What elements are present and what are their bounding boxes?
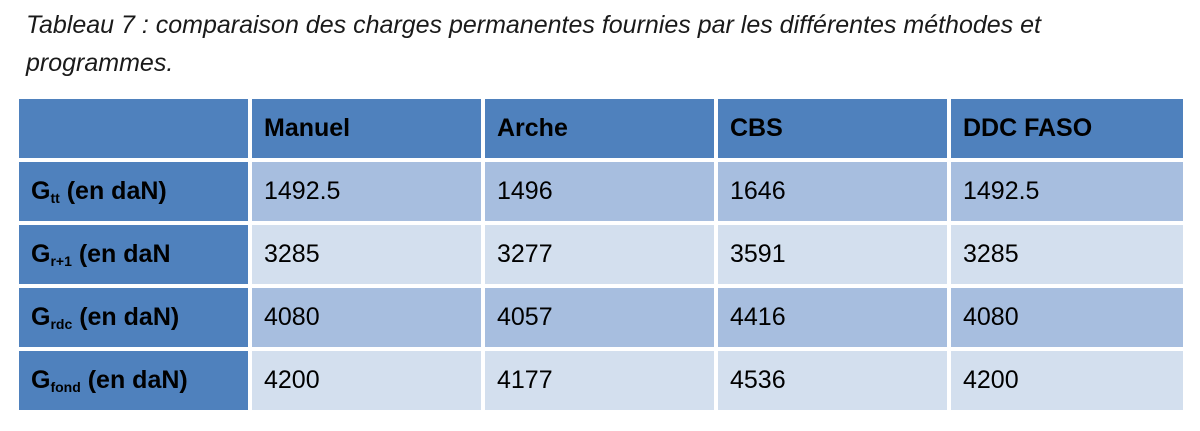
charges-table-container: Manuel Arche CBS DDC FASO Gtt (en daN) 1… [15,95,1183,417]
row-label-subscript: r+1 [50,253,72,269]
row-label-unit: (en daN [71,240,171,268]
charges-comparison-table: Manuel Arche CBS DDC FASO Gtt (en daN) 1… [15,95,1187,414]
table-cell: 4177 [485,351,714,410]
table-cell: 4536 [718,351,947,410]
table-cell: 1496 [485,162,714,221]
header-corner-cell [19,99,248,158]
table-cell: 3277 [485,225,714,284]
table-row-grdc: Grdc (en daN) 4080 4057 4416 4080 [19,288,1183,347]
table-caption: Tableau 7 : comparaison des charges perm… [26,11,1041,77]
table-cell: 4416 [718,288,947,347]
column-header-cbs: CBS [718,99,947,158]
table-cell: 3285 [252,225,481,284]
table-cell: 3285 [951,225,1183,284]
row-label-subscript: fond [50,379,81,395]
column-header-ddc-faso: DDC FASO [951,99,1183,158]
row-label-gr1: Gr+1 (en daN [19,225,248,284]
row-label-unit: (en daN) [80,366,188,394]
row-label-symbol: G [31,177,51,205]
header-row: Manuel Arche CBS DDC FASO [19,99,1183,158]
table-cell: 1492.5 [951,162,1183,221]
table-cell: 4200 [951,351,1183,410]
table-cell: 4080 [951,288,1183,347]
table-cell: 4080 [252,288,481,347]
table-cell: 4200 [252,351,481,410]
table-row-gfond: Gfond (en daN) 4200 4177 4536 4200 [19,351,1183,410]
table-row-gtt: Gtt (en daN) 1492.5 1496 1646 1492.5 [19,162,1183,221]
table-cell: 1492.5 [252,162,481,221]
row-label-grdc: Grdc (en daN) [19,288,248,347]
column-header-manuel: Manuel [252,99,481,158]
table-cell: 3591 [718,225,947,284]
row-label-gtt: Gtt (en daN) [19,162,248,221]
table-row-gr1: Gr+1 (en daN 3285 3277 3591 3285 [19,225,1183,284]
row-label-subscript: rdc [50,316,73,332]
row-label-unit: (en daN) [59,177,167,205]
table-cell: 1646 [718,162,947,221]
row-label-symbol: G [31,303,51,331]
row-label-gfond: Gfond (en daN) [19,351,248,410]
row-label-subscript: tt [50,190,60,206]
row-label-unit: (en daN) [72,303,180,331]
row-label-symbol: G [31,240,51,268]
column-header-arche: Arche [485,99,714,158]
table-cell: 4057 [485,288,714,347]
row-label-symbol: G [31,366,51,394]
